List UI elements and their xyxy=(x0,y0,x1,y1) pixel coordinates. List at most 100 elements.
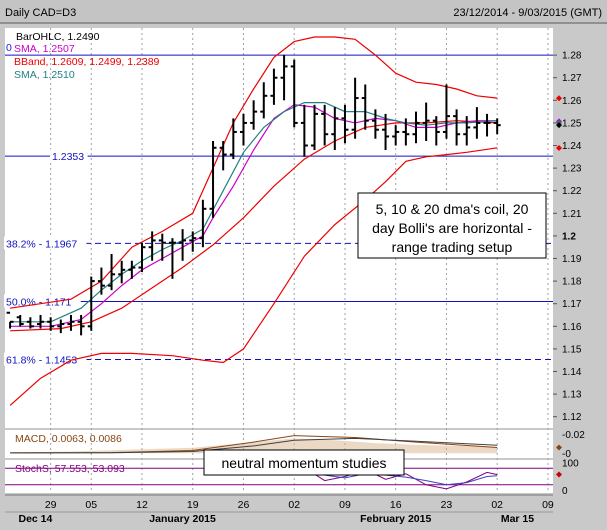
ohlc-bar xyxy=(371,109,379,139)
reference-label-bg xyxy=(4,294,81,308)
stoch-tick-label: 100 xyxy=(562,458,579,469)
macd-label: MACD, 0.0063, 0.0086 xyxy=(15,433,122,445)
x-tick-label: 29 xyxy=(45,499,57,511)
ohlc-bar xyxy=(351,77,359,139)
x-tick-label: 02 xyxy=(491,499,503,511)
reference-label-bg xyxy=(50,149,88,163)
ohlc-bar xyxy=(331,107,339,151)
ohlc-bar xyxy=(239,113,247,146)
ohlc-bar xyxy=(321,104,329,146)
series-line-sma xyxy=(10,104,498,327)
ohlc-bar xyxy=(300,104,308,157)
x-tick-label: 05 xyxy=(85,499,97,511)
x-tick-label: 09 xyxy=(339,499,351,511)
ohlc-bar xyxy=(108,253,116,291)
x-tick-label: 09 xyxy=(542,499,554,511)
legend-sma-magenta: SMA, 1.2507 xyxy=(14,43,75,55)
ohlc-bar xyxy=(463,116,471,146)
y-tick-label: 1.23 xyxy=(562,164,582,175)
y-tick-label: 1.17 xyxy=(562,299,582,310)
x-tick-label: 16 xyxy=(390,499,402,511)
ohlc-bar xyxy=(87,276,95,331)
ohlc-bar xyxy=(260,82,268,119)
y-tick-label: 1.18 xyxy=(562,277,582,288)
annotation-momentum-text: neutral momentum studies xyxy=(222,455,387,471)
stoch-marker xyxy=(556,471,562,478)
month-label: January 2015 xyxy=(149,513,216,525)
x-tick-label: 19 xyxy=(187,499,199,511)
ohlc-bar xyxy=(67,315,75,331)
ohlc-bar xyxy=(57,319,65,334)
ohlc-bar xyxy=(493,118,501,135)
legend-bband: BBand, 1.2609, 1.2499, 1.2389 xyxy=(14,56,160,68)
y-tick-label: 1.13 xyxy=(562,390,582,401)
x-tick-label: 26 xyxy=(238,499,250,511)
annotation-line-2: day Bolli's are horizontal - xyxy=(372,220,532,236)
legend-sma-teal: SMA, 1.2510 xyxy=(14,69,75,81)
ohlc-bar xyxy=(341,104,349,144)
stoch-label: StochS, 57.553, 53.093 xyxy=(15,463,125,475)
reference-label: 1.2353 xyxy=(52,151,84,163)
ohlc-bar xyxy=(168,238,176,279)
x-tick-label: 23 xyxy=(441,499,453,511)
ohlc-bar xyxy=(148,231,156,261)
ohlc-bar xyxy=(128,260,136,279)
month-label: Dec 14 xyxy=(19,513,53,525)
month-label: February 2015 xyxy=(360,513,431,525)
y-tick-label: 1.21 xyxy=(562,209,582,220)
ohlc-bar xyxy=(442,84,450,139)
annotation-line-1: 5, 10 & 20 dma's coil, 20 xyxy=(376,201,529,217)
ohlc-bar xyxy=(189,231,197,252)
macd-tick-label: -0 xyxy=(562,449,571,460)
legend-prefix: 0 xyxy=(6,42,12,54)
ohlc-bar xyxy=(16,315,24,327)
y-tick-label: 1.25 xyxy=(562,118,582,129)
ohlc-bar xyxy=(250,100,258,130)
ohlc-bar xyxy=(280,55,288,101)
price-marker xyxy=(556,95,562,102)
reference-label: 50.0% - 1.171 xyxy=(6,296,72,308)
annotation-range-setup: 5, 10 & 20 dma's coil, 20 day Bolli's ar… xyxy=(357,192,547,259)
ohlc-bar xyxy=(270,68,278,105)
ohlc-bar xyxy=(26,317,34,329)
y-tick-label: 1.22 xyxy=(562,186,582,197)
ohlc-bar xyxy=(392,125,400,146)
legend-baroh: BarOHLC, 1.2490 xyxy=(16,31,100,43)
ohlc-bar xyxy=(219,140,227,171)
month-label: Mar 15 xyxy=(501,513,534,525)
ohlc-bar xyxy=(361,84,369,130)
ohlc-bar xyxy=(412,111,420,144)
macd-marker xyxy=(556,444,562,451)
price-marker xyxy=(556,122,562,129)
series-line-sma xyxy=(10,102,498,323)
y-tick-label: 1.24 xyxy=(562,141,582,152)
date-range: 23/12/2014 - 9/03/2015 (GMT) xyxy=(453,7,602,19)
y-tick-label: 1.26 xyxy=(562,96,582,107)
y-tick-label: 1.12 xyxy=(562,412,582,423)
ohlc-bar xyxy=(158,233,166,261)
y-tick-label: 1.19 xyxy=(562,254,582,265)
ohlc-bar xyxy=(6,311,14,329)
ohlc-bar xyxy=(311,104,319,151)
macd-tick-label: -0.02 xyxy=(562,430,585,441)
ohlc-bar xyxy=(483,113,491,137)
ohlc-bar xyxy=(97,267,105,295)
ohlc-bar xyxy=(453,109,461,146)
ohlc-bar xyxy=(138,242,146,273)
ohlc-bar xyxy=(432,116,440,146)
annotation-momentum: neutral momentum studies xyxy=(203,449,405,476)
ohlc-bar xyxy=(229,118,237,160)
reference-label: 38.2% - 1.1967 xyxy=(6,238,77,250)
series-line-bband xyxy=(9,147,498,406)
y-tick-label: 1.27 xyxy=(562,73,582,84)
ohlc-bar xyxy=(290,59,298,128)
ohlc-bar xyxy=(199,199,207,248)
ohlc-bar xyxy=(118,260,126,284)
x-tick-label: 12 xyxy=(136,499,148,511)
ohlc-bar xyxy=(473,107,481,139)
stoch-tick-label: 0 xyxy=(562,486,568,497)
x-tick-label: 02 xyxy=(288,499,300,511)
macd-signal-line xyxy=(10,437,498,454)
